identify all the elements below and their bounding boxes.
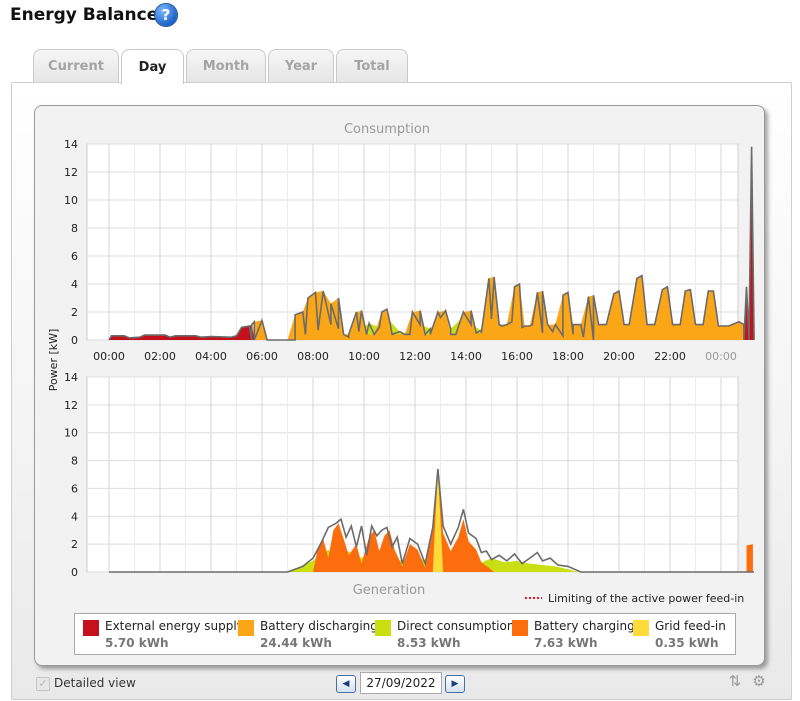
y-tick-label: 2 <box>71 538 78 551</box>
tab-total[interactable]: Total <box>336 49 408 82</box>
legend-value: 7.63 kWh <box>534 636 598 650</box>
legend-label: Direct consumption <box>397 619 515 633</box>
legend-value: 0.35 kWh <box>655 636 719 650</box>
tab-month[interactable]: Month <box>186 49 266 82</box>
legend-item-grid-feed-in: Grid feed-in 0.35 kWh <box>627 618 732 652</box>
y-tick-label: 8 <box>71 455 78 468</box>
legend-value: 8.53 kWh <box>397 636 461 650</box>
page-title: Energy Balance <box>10 5 159 25</box>
legend-swatch-external <box>83 620 99 636</box>
x-tick-label: 16:00 <box>501 350 533 363</box>
legend-label: Grid feed-in <box>655 619 726 633</box>
y-tick-label: 14 <box>64 138 78 151</box>
tab-day[interactable]: Day <box>121 49 184 84</box>
y-axis-label: Power [kW] <box>47 329 60 392</box>
y-tick-label: 12 <box>64 166 78 179</box>
y-tick-label: 0 <box>71 566 78 579</box>
legend-value: 24.44 kWh <box>260 636 332 650</box>
legend-swatch-grid-feed-in <box>633 620 649 636</box>
legend: External energy supply 5.70 kWh Battery … <box>74 613 736 655</box>
legend-item-battery-charging: Battery charging 7.63 kWh <box>506 618 635 652</box>
legend-item-direct-consumption: Direct consumption 8.53 kWh <box>369 618 514 652</box>
y-tick-label: 14 <box>64 371 78 384</box>
previous-day-button[interactable]: ◀ <box>336 675 356 693</box>
export-icon[interactable]: ⇅ <box>728 672 742 690</box>
legend-value: 5.70 kWh <box>105 636 169 650</box>
x-tick-label: 06:00 <box>246 350 278 363</box>
x-tick-label: 20:00 <box>603 350 635 363</box>
generation-title: Generation <box>353 583 426 598</box>
y-tick-label: 6 <box>71 250 78 263</box>
x-tick-label: 18:00 <box>552 350 584 363</box>
x-tick-label: 00:00 <box>93 350 125 363</box>
consumption-outline <box>108 146 755 341</box>
detailed-view-label: Detailed view <box>54 676 136 690</box>
x-tick-label: 00:00 <box>705 350 737 363</box>
detailed-view-checkbox[interactable]: ✓ <box>36 677 50 691</box>
x-tick-label: 14:00 <box>450 350 482 363</box>
x-tick-label: 04:00 <box>195 350 227 363</box>
y-tick-label: 6 <box>71 482 78 495</box>
tab-year[interactable]: Year <box>268 49 334 82</box>
legend-swatch-direct-consumption <box>375 620 391 636</box>
legend-swatch-battery-discharging <box>238 620 254 636</box>
arrow-left-icon: ◀ <box>342 679 350 689</box>
legend-item-battery-discharging: Battery discharging 24.44 kWh <box>232 618 378 652</box>
next-day-button[interactable]: ▶ <box>445 675 465 693</box>
tab-current[interactable]: Current <box>33 49 119 82</box>
legend-swatch-battery-charging <box>512 620 528 636</box>
legend-label: External energy supply <box>105 619 244 633</box>
x-tick-label: 10:00 <box>348 350 380 363</box>
y-tick-label: 8 <box>71 222 78 235</box>
generation-outline <box>109 468 755 573</box>
legend-label: Battery discharging <box>260 619 378 633</box>
y-tick-label: 12 <box>64 399 78 412</box>
arrow-right-icon: ▶ <box>451 679 459 689</box>
y-tick-label: 10 <box>64 194 78 207</box>
x-tick-label: 08:00 <box>297 350 329 363</box>
y-tick-label: 4 <box>71 510 78 523</box>
legend-label: Battery charging <box>534 619 635 633</box>
help-icon[interactable]: ? <box>155 4 177 26</box>
x-tick-label: 02:00 <box>144 350 176 363</box>
series-battery-charging <box>746 544 753 572</box>
y-tick-label: 0 <box>71 334 78 347</box>
y-tick-label: 4 <box>71 278 78 291</box>
generation-plot-area <box>86 376 739 573</box>
limit-legend-label: Limiting of the active power feed-in <box>548 592 744 605</box>
x-tick-label: 12:00 <box>399 350 431 363</box>
x-tick-label: 22:00 <box>654 350 686 363</box>
date-input[interactable]: 27/09/2022 <box>360 672 442 694</box>
series-battery-discharging <box>251 275 750 340</box>
legend-item-external: External energy supply 5.70 kWh <box>77 618 244 652</box>
settings-gear-icon[interactable]: ⚙ <box>752 672 766 690</box>
y-tick-label: 10 <box>64 427 78 440</box>
series-battery-charging <box>313 474 495 572</box>
consumption-title: Consumption <box>344 122 430 137</box>
series-grid-feed-in <box>432 468 444 572</box>
y-tick-label: 2 <box>71 306 78 319</box>
